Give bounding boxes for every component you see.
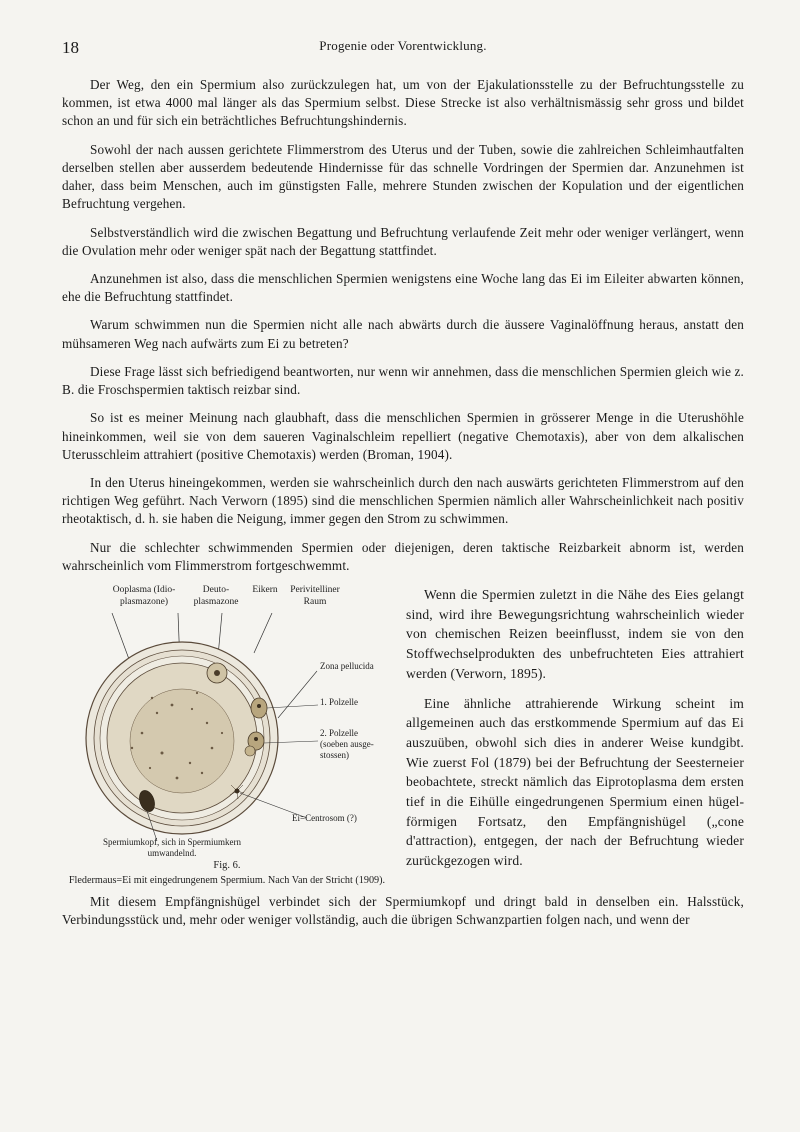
page-number: 18 (62, 38, 79, 58)
figure-column: Ooplasma (Idio­plasmazone) Deuto­plasmaz… (62, 585, 392, 887)
label-zona: Zona pellucida (320, 661, 380, 672)
paragraph-9: Nur die schlechter schwimmenden Spermien… (62, 539, 744, 575)
right-text-column: Wenn die Spermien zuletzt in die Nähe de… (406, 585, 744, 887)
label-ooplasma: Ooplasma (Idio­plasmazone) (108, 585, 180, 609)
label-spermiumkopf: Spermiumkopf, sich in Sper­miumkern umwa… (102, 837, 242, 860)
label-pol2: 2. Pol­zelle (soeben ausge­stossen) (320, 728, 382, 762)
label-centrosom: Ei=Centrosom (?) (292, 813, 382, 824)
paragraph-3: Selbstverständlich wird die zwischen Beg… (62, 224, 744, 260)
figure-top-labels: Ooplasma (Idio­plasmazone) Deuto­plasmaz… (62, 585, 392, 609)
figure-number: Fig. 6. (62, 859, 392, 872)
label-deuto: Deuto­plasmazone (186, 585, 246, 609)
paragraph-6: Diese Frage lässt sich befriedigend bean… (62, 363, 744, 399)
label-pol1: 1. Pol­zelle (320, 697, 380, 708)
label-perivitelliner: Perivitelliner Raum (284, 585, 346, 609)
paragraph-4: Anzunehmen ist also, dass die menschlich… (62, 270, 744, 306)
right-para-2: Eine ähnliche attrahierende Wirkung sche… (406, 694, 744, 871)
paragraph-8: In den Uterus hineingekommen, werden sie… (62, 474, 744, 529)
running-head: Progenie oder Vorentwicklung. (319, 38, 486, 54)
paragraph-5: Warum schwimmen nun die Spermien nicht a… (62, 316, 744, 352)
label-eikern: Ei­kern (252, 585, 278, 609)
paragraph-7: So ist es meiner Meinung nach glaubhaft,… (62, 409, 744, 464)
paragraph-2: Sowohl der nach aussen gerichtete Flimme… (62, 141, 744, 214)
bottom-para: Mit diesem Empfängnishügel verbindet sic… (62, 893, 744, 929)
figure-caption: Fledermaus=Ei mit eingedrungenem Spermiu… (62, 874, 392, 887)
right-para-1: Wenn die Spermien zuletzt in die Nähe de… (406, 585, 744, 684)
paragraph-1: Der Weg, den ein Spermium also zurückzul… (62, 76, 744, 131)
